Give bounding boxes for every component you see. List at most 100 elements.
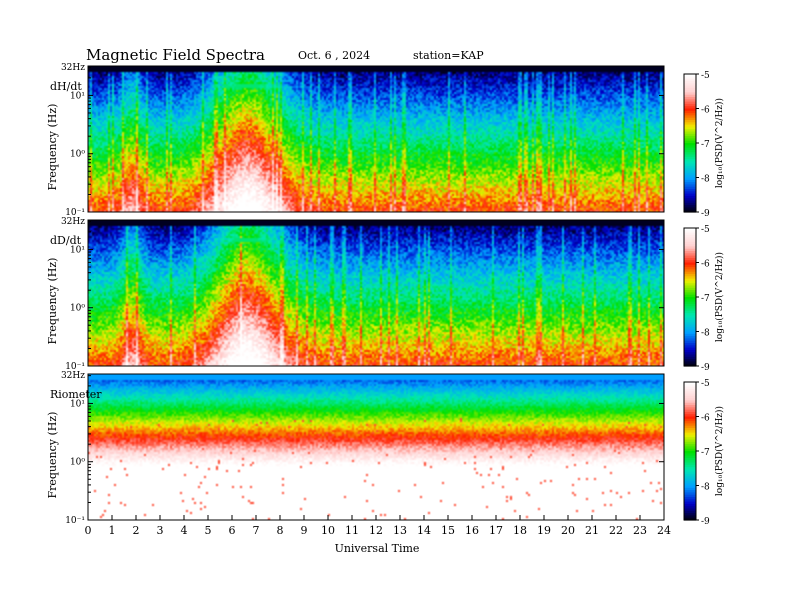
colorbar-segment [684,425,696,429]
colorbar-segment [684,299,696,303]
colorbar-segment [684,451,696,454]
colorbar-segment [684,115,696,119]
colorbar-segment [684,285,696,289]
colorbar-segment [684,437,696,441]
colorbar-segment [684,269,696,273]
colorbar-segment [684,423,696,427]
colorbar-segment [684,255,696,259]
colorbar-segment [684,474,696,477]
colorbar-segment [684,467,696,470]
colorbar-segment [684,99,696,103]
panel-top-label: 32Hz [61,63,85,73]
colorbar-segment [684,395,696,399]
x-tick-label: 15 [441,524,455,537]
colorbar-segment [684,393,696,397]
colorbar-segment [684,131,696,135]
colorbar-tick-label: -5 [701,225,710,235]
x-tick-label: 20 [561,524,575,537]
colorbar-tick-label: -9 [701,363,710,373]
y-tick-label: 10¹ [70,245,85,255]
colorbar-segment [684,87,696,91]
x-tick-label: 4 [181,524,188,537]
colorbar-segment [684,76,696,80]
colorbar-segment [684,129,696,133]
colorbar-tick-label: -8 [701,175,710,185]
x-tick-label: 9 [301,524,308,537]
colorbar-segment [684,237,696,241]
colorbar-segment [684,460,696,464]
colorbar-segment [684,244,696,247]
colorbar-segment [684,170,696,174]
colorbar-segment [684,108,696,112]
colorbar-segment [684,198,696,202]
colorbar-segment [684,234,696,238]
y-tick-label: 10¹ [70,91,85,101]
colorbar-segment [684,517,696,521]
colorbar-segment [684,503,696,507]
x-tick-label: 2 [133,524,140,537]
colorbar-segment [684,147,696,151]
x-tick-label: 16 [465,524,479,537]
x-tick-label: 17 [489,524,503,537]
colorbar-segment [684,94,696,98]
panel-frame [87,219,665,367]
colorbar-segment [684,499,696,503]
colorbar-segment [684,168,696,172]
colorbar-segment [684,287,696,291]
x-tick-label: 13 [393,524,407,537]
colorbar-segment [684,228,696,231]
colorbar-label: log₁₀(PSD(V^2/Hz)) [714,98,725,188]
colorbar-segment [684,444,696,447]
colorbar-segment [684,428,696,431]
colorbar-segment [684,297,696,300]
x-tick-label: 5 [205,524,212,537]
colorbar-segment [684,152,696,156]
colorbar-segment [684,145,696,149]
colorbar-segment [684,283,696,287]
figure-title: Magnetic Field Spectra [86,46,265,64]
x-tick-label: 3 [157,524,164,537]
colorbar-segment [684,515,696,519]
y-tick-label: 10⁻¹ [65,362,85,372]
colorbar-segment [684,103,696,107]
colorbar-segment [684,230,696,234]
colorbar-segment [684,195,696,199]
colorbar-segment [684,308,696,312]
panel-riometer: 10¹ 10⁰ 10⁻¹ 32Hz Riometer Frequency (Hz) -5 -6… [46,371,725,527]
colorbar-segment [684,432,696,436]
colorbar-segment [684,294,696,298]
colorbar-segment [684,310,696,314]
colorbar-segment [684,274,696,277]
colorbar-segment [684,207,696,211]
colorbar-segment [684,391,696,395]
x-tick-label: 22 [609,524,623,537]
colorbar-segment [684,313,696,316]
colorbar-segment [684,322,696,326]
colorbar-segment [684,97,696,100]
x-tick-label: 1 [109,524,116,537]
colorbar-segment [684,120,696,123]
y-tick-label: 10⁻¹ [65,516,85,526]
colorbar-tick-label: -8 [701,483,710,493]
colorbar-segment [684,138,696,142]
colorbar-segment [684,184,696,188]
colorbar-segment [684,446,696,450]
colorbar-segment [684,156,696,160]
colorbar-segment [684,487,696,491]
colorbar-segment [684,303,696,307]
colorbar-segment [684,182,696,185]
panel-name: dH/dt [50,80,82,93]
colorbar-segment [684,260,696,264]
colorbar-segment [684,175,696,179]
colorbar-segment [684,345,696,349]
colorbar-segment [684,336,696,339]
colorbar-segment [684,480,696,484]
colorbar-segment [684,416,696,420]
colorbar-segment [684,418,696,422]
colorbar-segment [684,189,696,192]
colorbar-segment [684,205,696,208]
colorbar-segment [684,453,696,457]
